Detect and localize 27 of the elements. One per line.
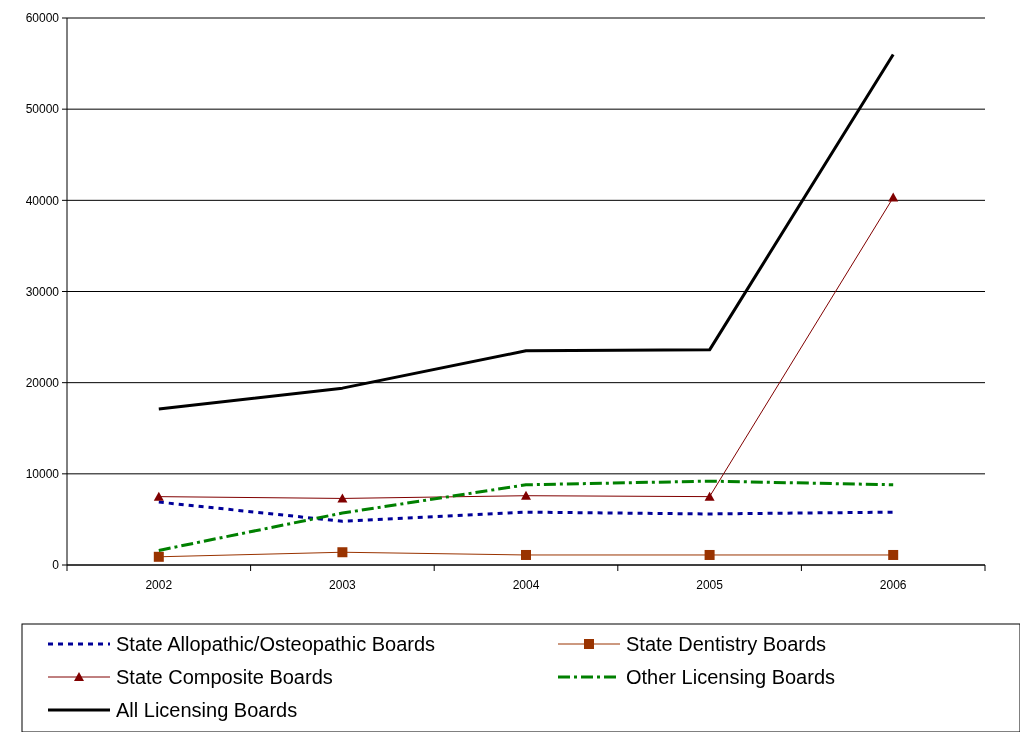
x-tick-label: 2004 — [512, 578, 540, 592]
y-tick-label: 50000 — [25, 102, 60, 117]
point — [153, 551, 164, 562]
legend-label: State Allopathic/Osteopathic Boards — [116, 633, 436, 655]
point — [153, 491, 164, 501]
point — [704, 549, 715, 560]
x-tick-label: 2005 — [696, 578, 724, 592]
x-tick-label: 2003 — [329, 578, 357, 592]
y-tick-label: 0 — [52, 558, 60, 573]
point — [337, 547, 348, 558]
y-tick-label: 30000 — [25, 284, 60, 299]
y-tick-label: 10000 — [25, 467, 60, 482]
x-tick-label: 2006 — [879, 578, 907, 592]
legend-label: State Composite Boards — [116, 666, 333, 688]
legend-label: State Dentistry Boards — [626, 633, 827, 655]
point — [521, 549, 531, 560]
x-tick-label: 2002 — [145, 578, 173, 592]
point — [888, 192, 899, 202]
point — [704, 491, 715, 501]
legend-label: All Licensing Boards — [116, 699, 298, 721]
point — [521, 490, 531, 500]
y-tick-label: 60000 — [25, 11, 60, 26]
point — [337, 493, 348, 503]
point — [888, 549, 899, 560]
y-tick-label: 40000 — [25, 193, 60, 208]
legend-label: Other Licensing Boards — [626, 666, 836, 688]
y-tick-label: 20000 — [25, 375, 60, 390]
